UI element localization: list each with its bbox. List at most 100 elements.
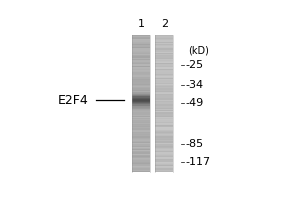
Bar — [155, 140, 173, 141]
Bar — [132, 113, 150, 115]
Bar — [155, 76, 173, 77]
Bar — [155, 158, 173, 159]
Bar — [132, 75, 150, 76]
Bar — [155, 156, 173, 157]
Bar — [132, 155, 150, 156]
Bar — [155, 112, 173, 114]
Bar — [132, 65, 150, 67]
Bar — [132, 39, 150, 40]
Bar — [132, 161, 150, 163]
Bar — [132, 107, 150, 108]
Bar — [132, 96, 150, 98]
Bar — [155, 72, 173, 74]
Bar — [155, 75, 173, 76]
Bar — [155, 37, 173, 38]
Bar — [155, 53, 173, 54]
Bar — [155, 159, 173, 160]
Bar — [155, 155, 173, 156]
Bar — [155, 168, 173, 170]
Bar — [155, 85, 173, 86]
Bar — [155, 167, 173, 168]
Bar — [155, 101, 173, 102]
Bar — [155, 93, 173, 94]
Bar — [155, 97, 173, 99]
Bar — [155, 128, 173, 130]
Bar — [155, 91, 173, 92]
Bar — [132, 63, 150, 64]
Bar — [132, 59, 150, 60]
Bar — [132, 62, 150, 63]
Bar — [155, 86, 173, 87]
Bar — [155, 49, 173, 51]
Bar — [155, 95, 173, 96]
Bar — [132, 51, 150, 52]
Bar — [155, 153, 173, 155]
Bar — [132, 41, 150, 43]
Bar — [132, 150, 150, 151]
Bar — [132, 43, 150, 44]
Bar — [155, 135, 173, 136]
Bar — [132, 171, 150, 172]
Bar — [132, 128, 150, 130]
Bar — [132, 87, 150, 88]
Bar — [155, 139, 173, 140]
Bar — [155, 109, 173, 110]
Bar — [132, 165, 150, 166]
Bar — [132, 84, 150, 85]
Bar — [155, 105, 173, 107]
Bar — [155, 111, 173, 112]
Bar — [155, 46, 173, 47]
Bar — [132, 100, 150, 101]
Bar — [132, 53, 150, 54]
Bar — [132, 147, 150, 148]
Bar — [132, 111, 150, 112]
Bar — [132, 80, 150, 82]
Bar — [155, 118, 173, 119]
Bar — [155, 100, 173, 101]
Bar — [155, 157, 173, 158]
Bar — [155, 89, 173, 91]
Bar — [155, 56, 173, 58]
Bar — [132, 70, 150, 71]
Bar — [132, 78, 150, 79]
Bar — [155, 64, 173, 66]
Bar — [132, 127, 150, 128]
Bar — [155, 99, 173, 100]
Bar — [132, 60, 150, 61]
Bar — [155, 71, 173, 72]
Bar — [155, 44, 173, 45]
Bar — [132, 57, 150, 59]
Bar — [132, 120, 150, 122]
Bar — [132, 64, 150, 66]
Bar — [132, 56, 150, 58]
Bar — [155, 126, 173, 127]
Bar — [155, 117, 173, 118]
Bar — [132, 103, 150, 104]
Text: (kD): (kD) — [188, 46, 209, 56]
Bar — [155, 67, 173, 68]
Bar — [155, 147, 173, 148]
Bar — [132, 169, 150, 171]
Bar — [132, 54, 150, 55]
Bar — [132, 40, 150, 42]
Bar — [132, 110, 150, 111]
Bar — [132, 133, 150, 134]
Bar — [155, 123, 173, 124]
Bar — [155, 166, 173, 167]
Bar — [155, 161, 173, 163]
Bar — [155, 120, 173, 122]
Bar — [132, 116, 150, 117]
Bar — [155, 160, 173, 162]
Bar — [155, 171, 173, 172]
Bar — [155, 39, 173, 40]
Bar — [132, 71, 150, 72]
Bar — [132, 108, 150, 109]
Bar — [132, 37, 150, 38]
Bar — [132, 118, 150, 119]
Bar — [155, 96, 173, 98]
Bar — [155, 47, 173, 48]
Bar — [132, 92, 150, 93]
Bar — [132, 157, 150, 158]
Bar — [132, 95, 150, 96]
Bar — [155, 73, 173, 75]
